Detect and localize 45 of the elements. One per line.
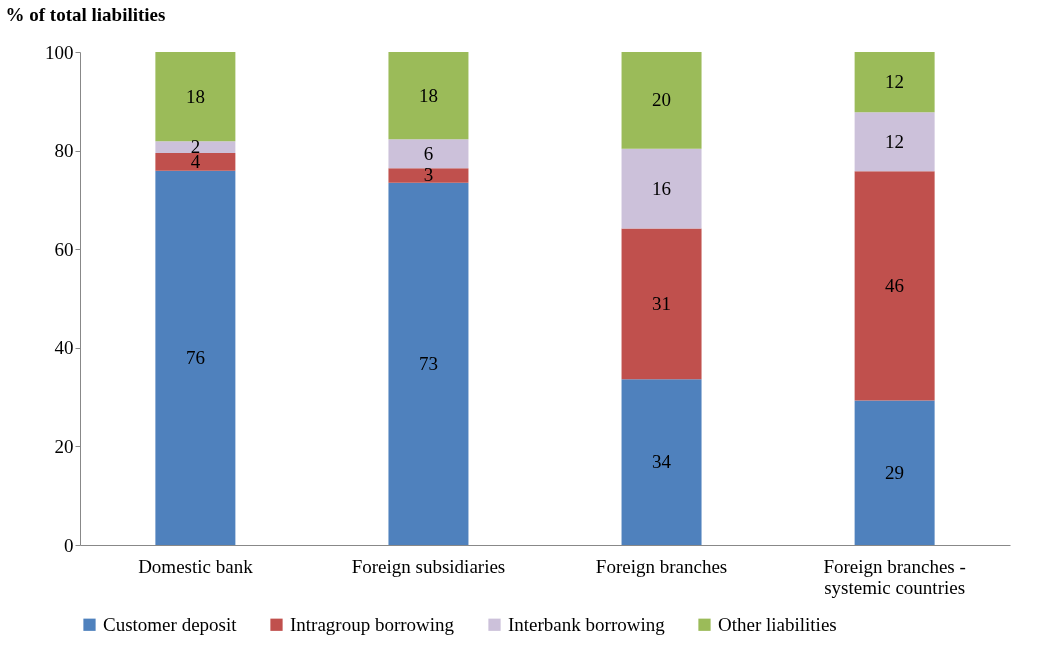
legend-label: Customer deposit [103, 613, 238, 635]
data-label: 12 [885, 130, 905, 152]
x-tick-label: Foreign branches - systemic countries [823, 555, 966, 598]
data-label: 73 [418, 352, 438, 374]
data-label: 18 [185, 85, 205, 107]
data-label: 3 [423, 164, 434, 186]
data-label: 29 [885, 461, 905, 483]
y-tick-label: 100 [45, 41, 74, 63]
data-label: 18 [418, 84, 438, 106]
x-tick-label: Foreign branches [595, 555, 728, 577]
data-label: 34 [652, 451, 672, 473]
bar [155, 141, 236, 154]
bar [388, 52, 469, 140]
y-tick-label: 80 [54, 140, 74, 162]
bar [155, 170, 236, 545]
data-label: 76 [185, 346, 205, 368]
x-tick-label: Foreign subsidiaries [351, 555, 506, 577]
y-tick-label: 0 [64, 534, 74, 556]
y-axis-title: % of total liabilities [5, 3, 166, 25]
bar [388, 168, 469, 183]
bar [854, 171, 935, 401]
y-tick-label: 60 [54, 238, 74, 260]
legend-label: Other liabilities [718, 613, 837, 635]
x-tick-label: Domestic bank [138, 555, 254, 577]
y-tick-label: 40 [54, 337, 74, 359]
data-label: 31 [652, 292, 672, 314]
data-label: 16 [652, 177, 672, 199]
bar [621, 148, 702, 229]
bar [155, 153, 236, 171]
data-label: 46 [885, 274, 905, 296]
bar [621, 52, 702, 149]
bar [621, 228, 702, 380]
bar [854, 112, 935, 172]
y-tick-label: 20 [54, 435, 74, 457]
legend-label: Intragroup borrowing [290, 613, 455, 635]
bar [388, 182, 469, 545]
data-label: 12 [885, 71, 905, 93]
bar [155, 52, 236, 142]
bar [854, 52, 935, 113]
bar [388, 139, 469, 169]
legend-label: Interbank borrowing [508, 613, 666, 635]
bar [854, 400, 935, 545]
data-label: 20 [652, 89, 672, 111]
bar [621, 379, 702, 545]
data-label: 6 [423, 142, 434, 164]
